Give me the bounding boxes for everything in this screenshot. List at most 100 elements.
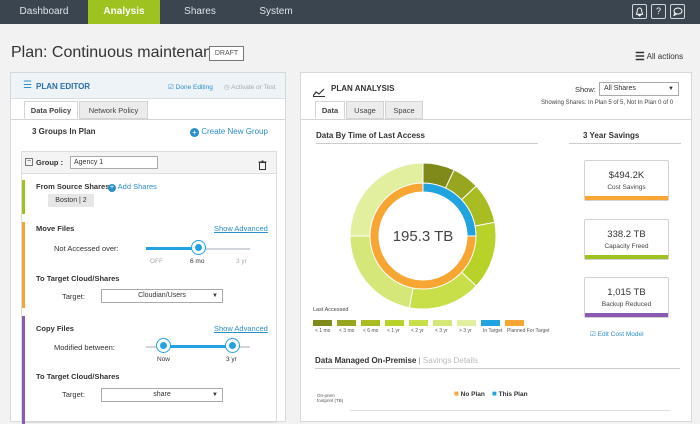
this-plan-label: This Plan — [498, 391, 528, 398]
no-plan-label: No Plan — [460, 391, 485, 398]
no-plan-legend: ■ No Plan — [454, 389, 485, 398]
show-advanced-link[interactable]: Show Advanced — [214, 224, 268, 233]
legend-swatch — [361, 320, 380, 326]
showing-note: Showing Shares: In Plan 5 of 5, Not In P… — [541, 100, 674, 106]
nav-dashboard[interactable]: Dashboard — [19, 6, 69, 17]
legend-label: < 1 yr — [387, 328, 400, 334]
modified-between-label: Modified between: — [54, 343, 115, 352]
menu-icon: ☰ — [635, 51, 645, 63]
legend-label: > 3 yr — [459, 328, 472, 334]
show-label: Show: — [575, 85, 596, 94]
group-header: − Group : Agency 1 — [22, 152, 276, 174]
analysis-chart-icon — [312, 84, 325, 102]
managed-title-row: Data Managed On-Premise | Savings Detail… — [315, 356, 478, 365]
activate-link[interactable]: ◷ Activate or Test — [224, 83, 275, 91]
add-shares-link[interactable]: + Add Shares — [108, 182, 157, 192]
group-label: Group : — [36, 158, 64, 167]
cost-savings-label: Cost Savings — [607, 184, 646, 191]
tab-data-policy[interactable]: Data Policy — [24, 101, 78, 119]
axis-line — [350, 410, 670, 411]
check-icon: ☑ — [168, 84, 174, 91]
copy-slider-knob-start[interactable] — [157, 339, 170, 352]
clock-icon: ◷ — [224, 84, 230, 91]
chat-icon[interactable] — [670, 4, 685, 19]
backup-reduced-value: 1,015 TB — [607, 287, 646, 298]
help-icon[interactable]: ? — [651, 4, 666, 19]
target-select-value: Cloudian/Users — [138, 292, 186, 299]
tab-network-policy[interactable]: Network Policy — [79, 101, 148, 119]
target-select-value-2: share — [153, 391, 171, 398]
plan-editor-panel: ☰ PLAN EDITOR ☑ Done Editing ◷ Activate … — [10, 72, 286, 424]
group-name-input[interactable]: Agency 1 — [70, 156, 158, 169]
copy-slider-knob-end[interactable] — [226, 339, 239, 352]
tab-usage[interactable]: Usage — [346, 101, 384, 119]
show-select[interactable]: All Shares ▼ — [599, 82, 679, 96]
nav-system[interactable]: System — [259, 6, 293, 17]
slider-6mo-label: 6 mo — [190, 258, 205, 265]
edit-cost-model-label: Edit Cost Model — [597, 331, 644, 338]
move-slider-fill — [146, 247, 200, 250]
legend-label: < 3 mo — [339, 328, 355, 334]
trash-icon[interactable] — [258, 157, 267, 175]
to-target-label: To Target Cloud/Shares — [36, 274, 120, 283]
cost-savings-bar — [585, 196, 668, 200]
title-separator: | — [418, 356, 421, 365]
check-icon: ☑ — [590, 331, 596, 338]
managed-title: Data Managed On-Premise — [315, 356, 417, 365]
create-group-label: Create New Group — [201, 127, 268, 136]
capacity-freed-card: 338.2 TB Capacity Freed — [584, 219, 669, 260]
chart-title-rule — [316, 143, 538, 144]
slider-3yr-copy-label: 3 yr — [226, 356, 237, 363]
analysis-tabs-divider — [301, 119, 691, 120]
all-actions-menu[interactable]: ☰ All actions — [635, 50, 683, 63]
plan-editor-title: PLAN EDITOR — [36, 82, 91, 91]
move-slider-knob[interactable] — [192, 241, 205, 254]
target-select-2[interactable]: share ▼ — [101, 388, 223, 402]
chevron-down-icon: ▼ — [212, 293, 218, 299]
target-select[interactable]: Cloudian/Users ▼ — [101, 289, 223, 303]
group-box: − Group : Agency 1 From Source Shares + … — [21, 151, 277, 424]
to-target-label-2: To Target Cloud/Shares — [36, 372, 120, 381]
no-plan-swatch: ■ — [454, 389, 459, 398]
bell-icon[interactable] — [632, 4, 647, 19]
legend-swatch — [409, 320, 428, 326]
tab-data[interactable]: Data — [315, 101, 345, 119]
legend-title: Last Accessed — [313, 307, 349, 313]
collapse-icon[interactable]: − — [25, 158, 33, 166]
nav-shares[interactable]: Shares — [184, 6, 216, 17]
legend-swatch — [481, 320, 500, 326]
savings-details-link[interactable]: Savings Details — [422, 356, 479, 365]
activate-label: Activate or Test — [231, 84, 276, 91]
legend-swatch — [313, 320, 332, 326]
create-group-button[interactable]: + Create New Group — [190, 127, 268, 137]
backup-reduced-bar — [585, 313, 668, 317]
plan-analysis-title: PLAN ANALYSIS — [331, 84, 395, 93]
capacity-freed-bar — [585, 255, 668, 259]
this-plan-swatch: ■ — [492, 389, 497, 398]
legend-label: < 2 yr — [411, 328, 424, 334]
chevron-down-icon: ▼ — [212, 392, 218, 398]
show-advanced-link-2[interactable]: Show Advanced — [214, 324, 268, 333]
slider-3yr-label: 3 yr — [236, 258, 247, 265]
cost-savings-value: $494.2K — [608, 170, 645, 181]
groups-count: 3 Groups In Plan — [32, 127, 96, 136]
copy-files-label: Copy Files — [36, 324, 74, 333]
target-label-2: Target: — [62, 390, 85, 399]
this-plan-legend: ■ This Plan — [492, 389, 528, 398]
top-nav: Dashboard Analysis Shares System ? — [0, 0, 700, 24]
legend-swatch — [385, 320, 404, 326]
done-editing-link[interactable]: ☑ Done Editing — [168, 83, 213, 91]
plus-circle-icon: + — [108, 184, 116, 192]
tab-space[interactable]: Space — [385, 101, 423, 119]
savings-title-rule — [569, 143, 681, 144]
capacity-freed-label: Capacity Freed — [604, 243, 649, 250]
tabs-divider — [11, 119, 285, 120]
source-share-tag: Boston | 2 — [48, 194, 94, 207]
backup-reduced-label: Backup Reduced — [601, 301, 652, 308]
copy-slider-fill — [164, 345, 234, 348]
nav-analysis[interactable]: Analysis — [88, 0, 160, 24]
slider-off-label: OFF — [150, 258, 163, 265]
page-title: Plan: Continuous maintenance — [11, 44, 229, 61]
axis-note: On-prem footprint (TB) — [317, 393, 344, 403]
edit-cost-model-link[interactable]: ☑ Edit Cost Model — [590, 330, 644, 338]
